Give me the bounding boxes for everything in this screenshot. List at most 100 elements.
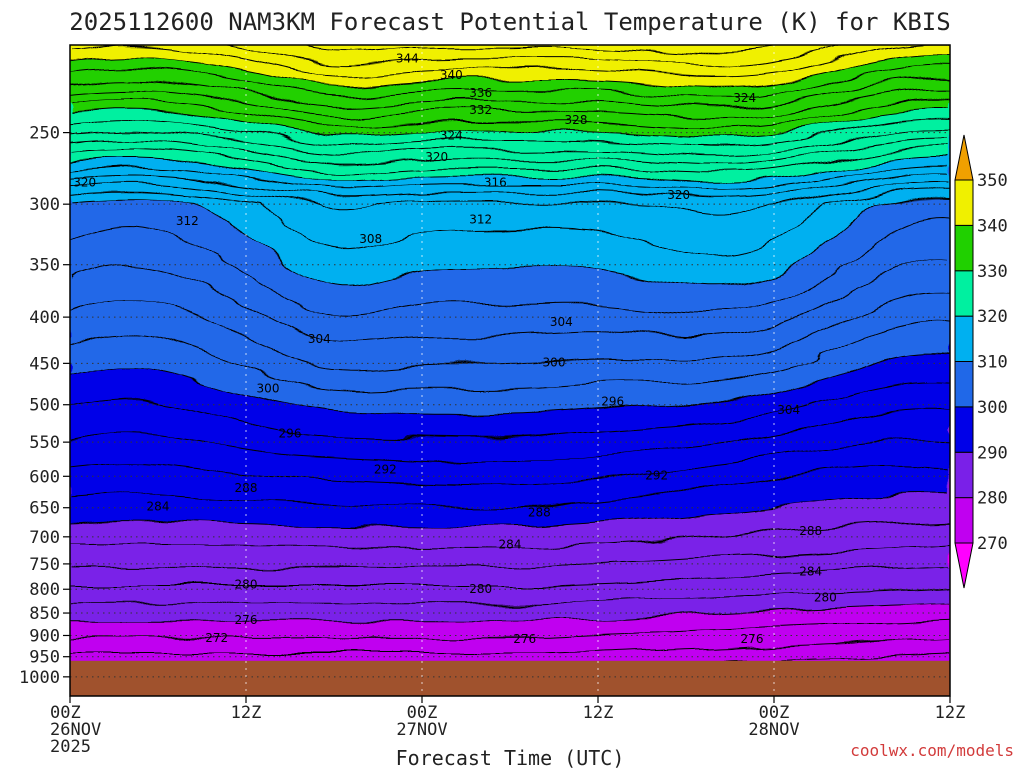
contour-label-284: 284 xyxy=(147,500,170,514)
y-tick-label-850: 850 xyxy=(29,604,60,624)
x-tick-label-0-3: 2025 xyxy=(50,737,91,757)
contour-302 xyxy=(70,321,950,392)
contour-306 xyxy=(70,257,950,344)
colorbar-segment-340 xyxy=(954,179,974,226)
contour-label-308: 308 xyxy=(359,232,382,246)
contour-330 xyxy=(70,108,950,138)
contour-label-288: 288 xyxy=(799,524,822,538)
colorbar-segment-310 xyxy=(954,315,974,362)
colorbar-top-arrow xyxy=(954,134,974,181)
contour-label-304: 304 xyxy=(550,315,573,329)
contour-334 xyxy=(70,87,950,119)
contour-282 xyxy=(70,585,950,605)
contour-292 xyxy=(70,465,950,508)
colorbar-legend: 270 280 290 300 310 320 330 340 350 xyxy=(954,134,1008,589)
contour-label-288: 288 xyxy=(235,481,258,495)
contour-label-280: 280 xyxy=(469,582,492,596)
y-tick-label-650: 650 xyxy=(29,499,60,519)
contour-312 xyxy=(70,190,950,256)
y-tick-label-250: 250 xyxy=(29,124,60,144)
contour-label-296: 296 xyxy=(601,395,624,409)
colorbar-label-310: 310 xyxy=(977,353,1008,373)
x-tick-label-60-1: 12Z xyxy=(935,703,966,723)
contour-label-276: 276 xyxy=(741,632,764,646)
y-tick-label-350: 350 xyxy=(29,256,60,276)
colorbar-label-330: 330 xyxy=(977,262,1008,282)
contour-288 xyxy=(70,520,950,547)
x-tick-label-0-1: 00Z xyxy=(50,703,81,723)
colorbar-segment-280 xyxy=(954,451,974,499)
contour-label-320: 320 xyxy=(425,150,448,164)
contour-338 xyxy=(70,65,950,99)
colorbar-bottom-arrow xyxy=(954,542,974,589)
contour-label-280: 280 xyxy=(235,577,258,591)
x-tick-label-24-1: 00Z xyxy=(407,703,438,723)
y-tick-label-800: 800 xyxy=(29,580,60,600)
contour-label-288: 288 xyxy=(528,506,551,520)
colorbar-label-320: 320 xyxy=(977,307,1008,327)
y-tick-label-700: 700 xyxy=(29,528,60,548)
contour-label-312: 312 xyxy=(176,214,199,228)
contour-label-344: 344 xyxy=(396,52,419,66)
colorbar-label-270: 270 xyxy=(977,534,1008,554)
contour-336 xyxy=(70,76,950,109)
contour-label-324: 324 xyxy=(733,91,756,105)
contour-298 xyxy=(70,381,950,440)
ground-fill xyxy=(70,660,950,696)
colorbar-label-300: 300 xyxy=(977,398,1008,418)
contour-324 xyxy=(70,137,950,166)
contour-308 xyxy=(70,217,950,317)
y-tick-label-450: 450 xyxy=(29,354,60,374)
colorbar-segment-320 xyxy=(954,270,974,317)
y-axis: 2503003504004505005506006507007508008509… xyxy=(19,124,70,688)
contour-328 xyxy=(70,118,950,148)
x-tick-label-0-2: 26NOV xyxy=(50,720,101,740)
colorbar-segment-300 xyxy=(954,361,974,408)
colorbar-label-340: 340 xyxy=(977,216,1008,236)
contour-284 xyxy=(70,565,950,586)
colorbar-label-290: 290 xyxy=(977,443,1008,463)
colorbar-label-350: 350 xyxy=(977,171,1008,191)
contour-318 xyxy=(70,164,950,191)
contour-label-292: 292 xyxy=(374,463,397,477)
contour-label-324: 324 xyxy=(440,129,463,143)
credit-text: coolwx.com/models xyxy=(850,741,1014,760)
colorbar-segment-270 xyxy=(954,497,974,544)
contour-342 xyxy=(70,45,914,78)
y-tick-label-950: 950 xyxy=(29,648,60,668)
contour-label-328: 328 xyxy=(565,113,588,127)
contour-label-280: 280 xyxy=(814,590,837,604)
contour-354 xyxy=(70,4,950,5)
contour-label-336: 336 xyxy=(469,86,492,100)
contour-316 xyxy=(70,173,950,199)
contour-280 xyxy=(70,603,950,622)
contour-label-300: 300 xyxy=(543,355,566,369)
contour-322 xyxy=(70,146,950,174)
y-tick-label-900: 900 xyxy=(29,626,60,646)
y-tick-label-600: 600 xyxy=(29,467,60,487)
contour-label-320: 320 xyxy=(73,176,96,190)
contour-346 xyxy=(285,45,800,55)
colorbar-label-280: 280 xyxy=(977,489,1008,509)
y-tick-label-500: 500 xyxy=(29,396,60,416)
contour-294 xyxy=(70,439,950,487)
contour-296 xyxy=(70,410,950,464)
plot-area: 344 340 336 332 328 324 324 320 320 320 316 312 312 3… xyxy=(70,4,950,696)
plot-frame xyxy=(69,44,951,697)
y-tick-label-750: 750 xyxy=(29,555,60,575)
y-tick-label-400: 400 xyxy=(29,308,60,328)
grid-lines xyxy=(70,45,950,696)
contour-label-284: 284 xyxy=(499,538,522,552)
contour-label-312: 312 xyxy=(469,213,492,227)
contour-label-276: 276 xyxy=(513,632,536,646)
contour-332 xyxy=(70,98,950,129)
contour-344 xyxy=(230,45,850,66)
contour-278 xyxy=(70,620,950,639)
contour-276 xyxy=(70,637,950,655)
contour-label-296: 296 xyxy=(279,426,302,440)
contour-314 xyxy=(70,181,950,216)
contour-290 xyxy=(70,494,950,528)
x-tick-label-12-1: 12Z xyxy=(231,703,262,723)
x-tick-label-48-1: 00Z xyxy=(759,703,790,723)
x-tick-label-24-2: 27NOV xyxy=(396,720,447,740)
